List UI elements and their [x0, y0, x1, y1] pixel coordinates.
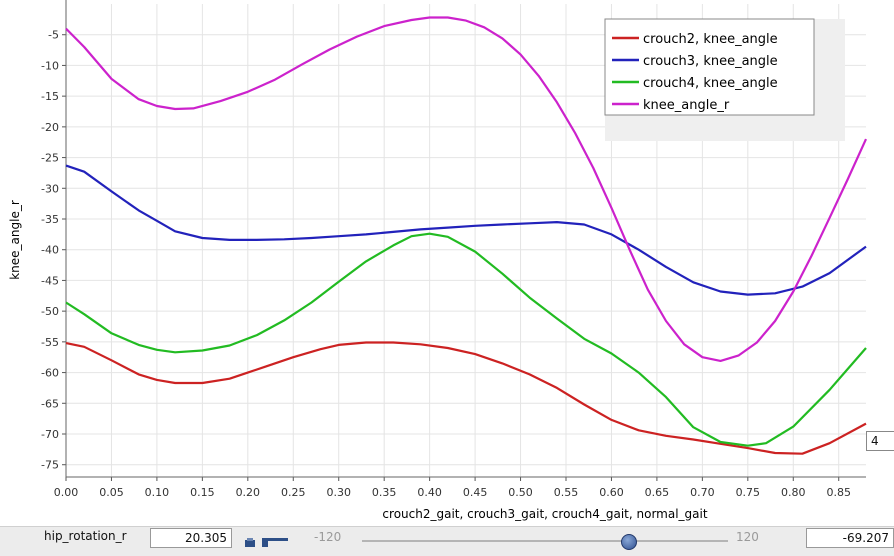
y-tick-labels: -5 -10 -15 -20 -25 -30 -35 -40 -45 -50 -55 -60 -65 -7…: [41, 29, 59, 472]
y-axis-title: knee_angle_r: [8, 200, 22, 280]
y-tick-label: -25: [41, 152, 59, 165]
x-tick-label: 0.05: [99, 486, 124, 499]
coordinate-speed-field[interactable]: -69.207: [806, 528, 894, 548]
x-tick-label: 0.35: [372, 486, 397, 499]
x-axis-title: crouch2_gait, crouch3_gait, crouch4_gait…: [382, 507, 707, 521]
legend-entry: crouch2, knee_angle: [643, 32, 778, 47]
coordinate-label: hip_rotation_r: [44, 529, 127, 543]
axes: [62, 0, 866, 481]
series-line-3: [65, 16, 868, 362]
y-tick-label: -35: [41, 213, 59, 226]
x-tick-labels: 0.00 0.05 0.10 0.15 0.20 0.25 0.30 0.35 0.40 0.45…: [54, 486, 851, 499]
x-tick-label: 0.20: [236, 486, 261, 499]
y-tick-label: -10: [41, 59, 59, 72]
y-tick-label: -45: [41, 274, 59, 287]
series-line-0: [65, 341, 867, 455]
legend-box: [604, 18, 815, 116]
y-tick-label: -20: [41, 121, 59, 134]
side-value-field[interactable]: 4: [866, 431, 894, 451]
y-tick-label: -15: [41, 90, 59, 103]
series-line-1: [65, 164, 867, 296]
x-tick-label: 0.60: [599, 486, 624, 499]
x-tick-label: 0.15: [190, 486, 215, 499]
x-tick-label: 0.00: [54, 486, 79, 499]
coordinate-value-field[interactable]: 20.305: [150, 528, 232, 548]
chart: 0.00 0.05 0.10 0.15 0.20 0.25 0.30 0.35 0.40 0.45…: [8, 0, 868, 521]
x-tick-label: 0.45: [463, 486, 488, 499]
x-tick-label: 0.70: [690, 486, 715, 499]
x-tick-label: 0.50: [508, 486, 533, 499]
y-tick-label: -30: [41, 182, 59, 195]
series-lines: [65, 16, 868, 455]
coordinate-slider-track[interactable]: [362, 540, 728, 542]
legend-entry: knee_angle_r: [643, 98, 730, 113]
y-tick-label: -75: [41, 459, 59, 472]
legend-entry: crouch4, knee_angle: [643, 76, 778, 91]
y-tick-label: -40: [41, 244, 59, 257]
slider-min-label: -120: [314, 530, 342, 544]
y-tick-label: -65: [41, 397, 59, 410]
legend-entry: crouch3, knee_angle: [643, 54, 778, 69]
slider-max-label: 120: [736, 530, 759, 544]
y-tick-label: -5: [48, 29, 59, 42]
x-tick-label: 0.55: [554, 486, 579, 499]
series-line-2: [65, 232, 867, 447]
y-tick-label: -50: [41, 305, 59, 318]
lock-icon[interactable]: [244, 533, 256, 552]
y-tick-label: -55: [41, 336, 59, 349]
grid-lines: [65, 4, 866, 477]
x-tick-label: 0.30: [326, 486, 351, 499]
x-tick-label: 0.65: [645, 486, 670, 499]
x-tick-label: 0.85: [826, 486, 851, 499]
clamp-icon[interactable]: [262, 533, 290, 552]
x-tick-label: 0.25: [281, 486, 306, 499]
x-tick-label: 0.10: [145, 486, 170, 499]
y-tick-label: -60: [41, 367, 59, 380]
x-tick-label: 0.80: [781, 486, 806, 499]
y-tick-label: -70: [41, 428, 59, 441]
coordinate-slider-row: hip_rotation_r 20.305 -120 120 -69.207: [0, 526, 894, 556]
legend: crouch2, knee_angle crouch3, knee_anglecr…: [604, 18, 845, 141]
x-tick-label: 0.40: [417, 486, 442, 499]
x-tick-label: 0.75: [736, 486, 761, 499]
coordinate-slider-knob[interactable]: [621, 534, 637, 550]
